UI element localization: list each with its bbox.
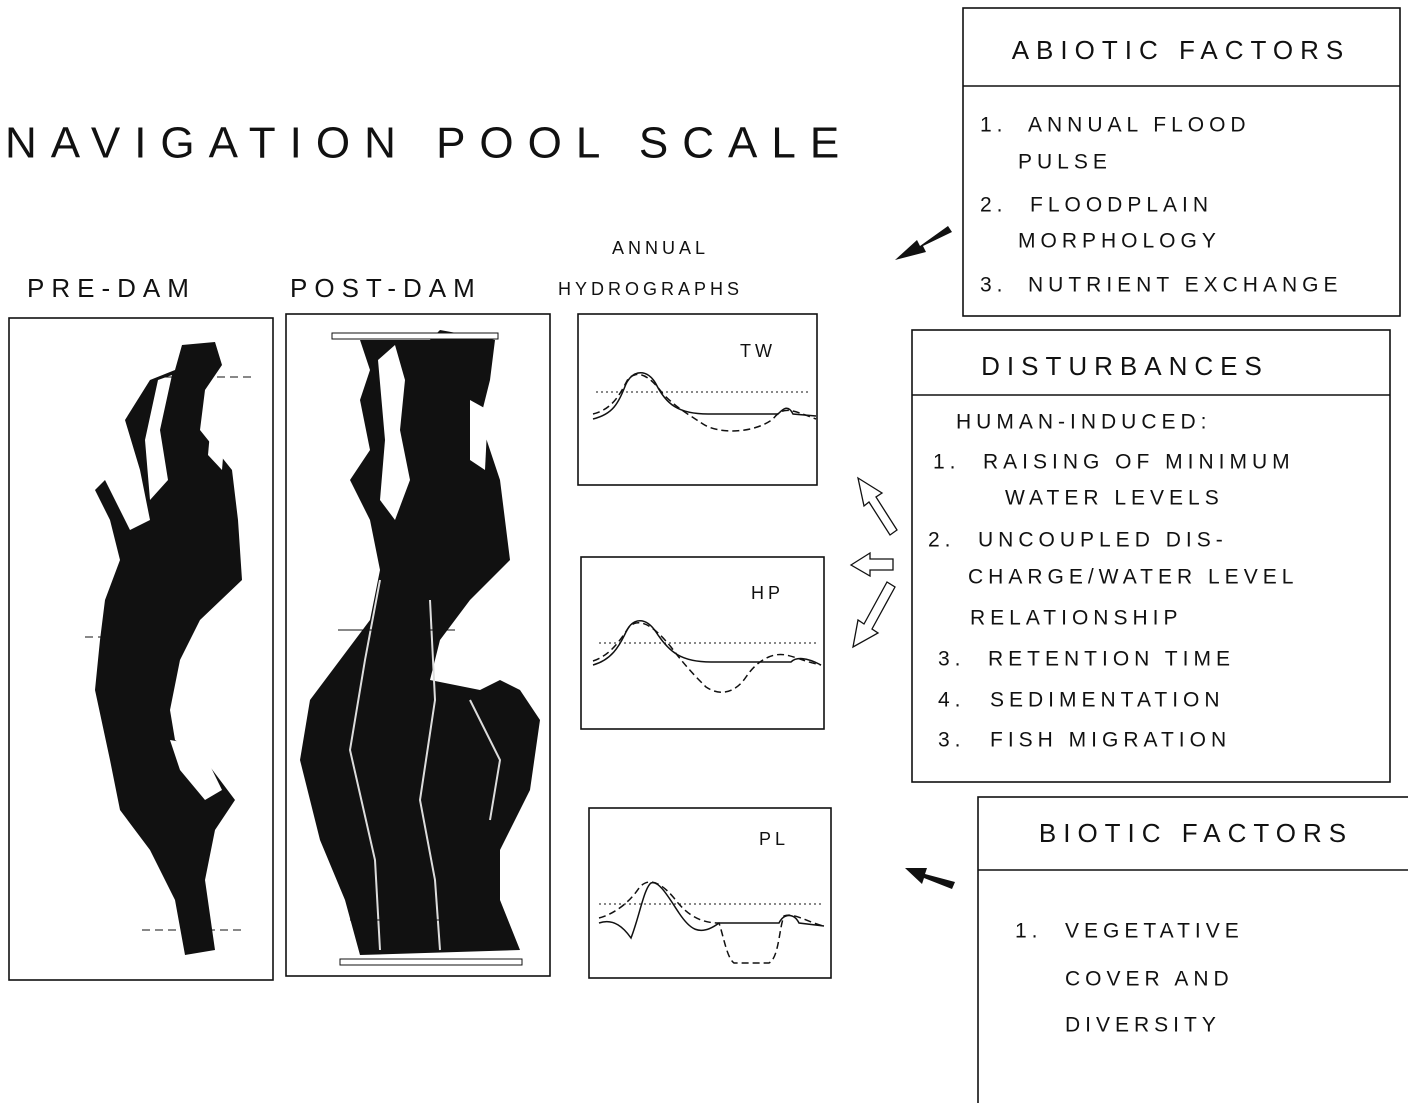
item-text: FISH MIGRATION <box>990 729 1231 752</box>
hydrograph-label: PL <box>759 829 789 849</box>
item-number: 1. <box>1015 920 1043 943</box>
hydrograph-heading: HYDROGRAPHS <box>558 279 743 299</box>
hydrograph-panel: PL <box>588 807 832 979</box>
hydrograph-panel: TW <box>577 313 818 486</box>
item-number: 4. <box>938 689 966 712</box>
hydrograph-panel: HP <box>580 556 825 730</box>
title: NAVIGATION POOL SCALE <box>5 119 853 168</box>
box-title: BIOTIC FACTORS <box>1039 818 1353 848</box>
item-number: 2. <box>980 194 1008 217</box>
hydrograph-label: TW <box>740 341 776 361</box>
item-text: DIVERSITY <box>1065 1014 1221 1037</box>
item-text: COVER AND <box>1065 968 1234 991</box>
item-text: UNCOUPLED DIS- <box>978 529 1228 552</box>
arrow <box>895 226 952 260</box>
arrow <box>905 868 955 889</box>
hydrograph-heading: ANNUAL <box>612 238 709 258</box>
item-text: SEDIMENTATION <box>990 689 1225 712</box>
post-dam-label: POST-DAM <box>290 273 482 303</box>
subtitle: HUMAN-INDUCED: <box>956 411 1212 434</box>
item-text: PULSE <box>1018 151 1112 174</box>
biotic-box: BIOTIC FACTORS 1. VEGETATIVE COVER AND D… <box>977 796 1408 1103</box>
item-text: CHARGE/WATER LEVEL <box>968 566 1298 589</box>
pre-dam-map <box>8 317 274 981</box>
item-text: ANNUAL FLOOD <box>1028 114 1251 137</box>
item-text: WATER LEVELS <box>1005 487 1224 510</box>
hydrograph-label: HP <box>751 583 784 603</box>
item-number: 3. <box>980 274 1008 297</box>
pre-dam-label: PRE-DAM <box>27 273 196 303</box>
item-text: RAISING OF MINIMUM <box>983 451 1295 474</box>
box-title: DISTURBANCES <box>981 351 1269 381</box>
item-text: RETENTION TIME <box>988 648 1235 671</box>
item-number: 1. <box>933 451 961 474</box>
item-number: 3. <box>938 729 966 752</box>
item-number: 1. <box>980 114 1008 137</box>
item-text: RELATIONSHIP <box>970 607 1182 630</box>
item-text: FLOODPLAIN <box>1030 194 1213 217</box>
hollow-arrows <box>849 476 898 649</box>
disturbances-box: DISTURBANCES HUMAN-INDUCED: 1. RAISING O… <box>911 329 1391 783</box>
item-number: 3. <box>938 648 966 671</box>
abiotic-box: ABIOTIC FACTORS 1. ANNUAL FLOOD PULSE 2.… <box>962 7 1401 317</box>
item-text: NUTRIENT EXCHANGE <box>1028 274 1342 297</box>
box-title: ABIOTIC FACTORS <box>1012 35 1351 65</box>
post-dam-map <box>285 313 551 977</box>
item-text: MORPHOLOGY <box>1018 230 1221 253</box>
item-number: 2. <box>928 529 956 552</box>
item-text: VEGETATIVE <box>1065 920 1244 943</box>
